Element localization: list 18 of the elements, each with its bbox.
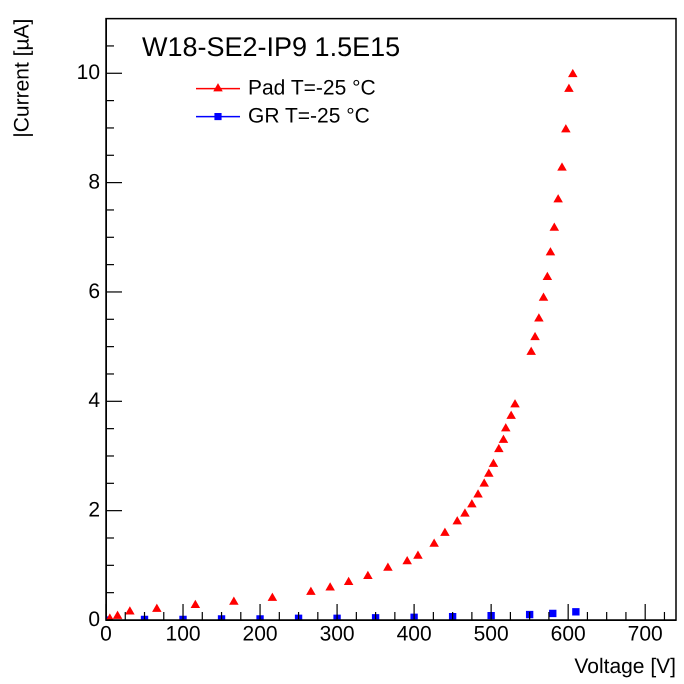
legend-label: GR T=-25 °C [248, 104, 370, 128]
x-axis-title: Voltage [V] [574, 655, 676, 678]
x-tick-label: 700 [628, 622, 663, 646]
x-tick-label: 100 [166, 622, 201, 646]
x-tick-label: 300 [320, 622, 355, 646]
legend-label: Pad T=-25 °C [248, 76, 376, 100]
text: W18-SE2-IP9 1.5E15 [142, 32, 400, 62]
x-tick-label: 500 [474, 622, 509, 646]
x-tick-label: 600 [550, 622, 586, 646]
y-tick-label: 0 [88, 608, 100, 631]
y-tick-label: 10 [76, 61, 100, 84]
x-tick-label: 200 [242, 622, 278, 646]
x-tick-label: 400 [396, 622, 432, 646]
y-tick-label: 4 [88, 389, 100, 412]
y-tick-label: 2 [88, 498, 100, 522]
y-tick-label: 6 [88, 280, 100, 303]
y-axis-title: |Current [µA] [10, 18, 34, 138]
y-tick-label: 8 [88, 170, 100, 194]
